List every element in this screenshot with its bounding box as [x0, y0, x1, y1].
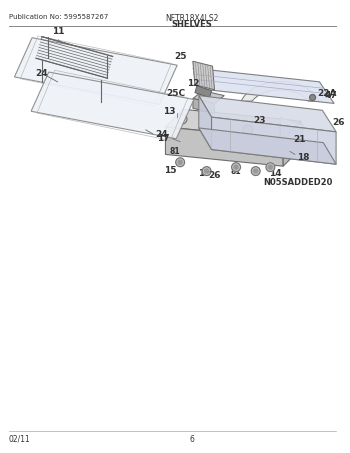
Text: 25C: 25C [166, 89, 185, 98]
Polygon shape [193, 91, 224, 103]
Text: 25: 25 [175, 52, 187, 61]
Text: 26: 26 [208, 171, 221, 180]
Text: Publication No: 5995587267: Publication No: 5995587267 [8, 14, 108, 20]
Circle shape [178, 160, 182, 164]
Polygon shape [14, 38, 177, 104]
Circle shape [268, 165, 272, 169]
Text: 02/11: 02/11 [8, 435, 30, 444]
Text: 14: 14 [269, 169, 282, 178]
Circle shape [176, 158, 184, 167]
Text: SHELVES: SHELVES [172, 20, 212, 29]
Circle shape [243, 125, 253, 135]
Polygon shape [193, 98, 215, 113]
Polygon shape [193, 61, 215, 90]
Circle shape [251, 167, 260, 175]
Polygon shape [199, 128, 336, 164]
Circle shape [266, 163, 275, 172]
Text: 15: 15 [164, 166, 177, 175]
Text: 6: 6 [189, 435, 194, 444]
Text: 17: 17 [157, 134, 169, 143]
Polygon shape [36, 37, 113, 78]
Polygon shape [195, 86, 211, 97]
Polygon shape [280, 117, 303, 154]
Circle shape [177, 114, 187, 124]
Polygon shape [166, 127, 283, 166]
Text: 24: 24 [156, 130, 168, 140]
Circle shape [202, 167, 211, 175]
Text: 47: 47 [324, 91, 337, 100]
Text: 21: 21 [293, 135, 306, 144]
Text: 13: 13 [163, 107, 175, 116]
Polygon shape [166, 109, 301, 139]
Polygon shape [193, 68, 334, 103]
Circle shape [310, 95, 315, 101]
Text: 12: 12 [187, 79, 199, 88]
Text: 16: 16 [198, 169, 211, 178]
Polygon shape [211, 117, 336, 164]
Text: 23: 23 [254, 116, 266, 125]
Polygon shape [283, 121, 301, 166]
Circle shape [232, 163, 240, 172]
Text: 22A: 22A [317, 89, 337, 98]
Polygon shape [199, 96, 336, 132]
Circle shape [234, 165, 238, 169]
Polygon shape [199, 96, 211, 149]
Circle shape [205, 169, 209, 173]
Text: 26: 26 [332, 118, 345, 126]
Text: N05SADDED20: N05SADDED20 [264, 178, 333, 187]
Circle shape [254, 169, 258, 173]
Text: 18: 18 [297, 153, 309, 162]
Text: 11: 11 [52, 27, 64, 36]
Text: 24: 24 [36, 69, 48, 78]
Text: NFTR18X4LS2: NFTR18X4LS2 [165, 14, 219, 23]
Text: 81: 81 [170, 147, 181, 156]
Text: 81: 81 [231, 167, 241, 176]
Polygon shape [31, 72, 194, 139]
Polygon shape [241, 82, 319, 101]
